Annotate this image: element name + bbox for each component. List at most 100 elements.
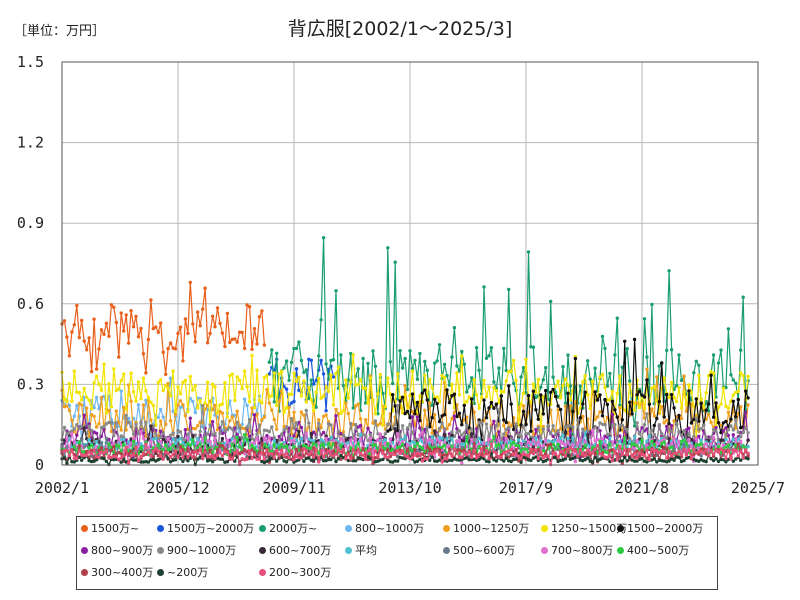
data-point <box>173 347 178 351</box>
data-point <box>139 445 143 450</box>
data-point <box>183 317 188 321</box>
x-tick-label: 2025/7 <box>731 479 785 497</box>
data-point <box>154 436 158 440</box>
data-point <box>430 386 434 390</box>
data-point <box>477 457 481 462</box>
data-point <box>183 428 188 432</box>
data-point <box>255 342 259 346</box>
data-point <box>677 430 681 434</box>
legend-label: 1250~1500万 <box>551 522 628 535</box>
data-point <box>292 457 296 462</box>
data-point <box>371 457 375 462</box>
data-point <box>233 459 237 463</box>
data-point <box>563 401 568 405</box>
data-point <box>460 354 464 358</box>
data-point <box>487 385 491 389</box>
data-point <box>415 377 420 381</box>
data-point <box>655 416 659 421</box>
data-point <box>689 437 694 442</box>
data-point <box>524 357 528 362</box>
data-point <box>403 411 407 416</box>
data-point <box>356 425 360 429</box>
data-point <box>250 456 254 461</box>
data-point <box>297 445 301 449</box>
data-point <box>731 459 735 463</box>
legend-label: 600~700万 <box>269 544 332 557</box>
data-point <box>472 378 476 382</box>
data-point <box>270 394 274 398</box>
data-point <box>581 427 585 431</box>
data-point <box>196 457 200 461</box>
data-point <box>284 444 289 448</box>
data-point <box>452 414 457 418</box>
data-point <box>697 419 701 423</box>
data-point <box>709 370 713 374</box>
data-point <box>541 378 545 382</box>
data-point <box>625 459 629 463</box>
data-point <box>423 427 427 432</box>
data-point <box>425 425 429 429</box>
data-point <box>82 339 86 343</box>
data-point <box>519 460 523 464</box>
data-point <box>625 453 629 457</box>
data-point <box>694 416 698 420</box>
data-point <box>151 326 155 331</box>
data-point <box>672 436 676 440</box>
data-point <box>593 455 597 460</box>
data-point <box>272 436 276 440</box>
data-point <box>497 366 501 370</box>
data-point <box>578 406 582 410</box>
data-point <box>218 321 222 325</box>
data-point <box>233 438 237 443</box>
data-point <box>181 459 185 464</box>
data-point <box>739 405 743 409</box>
data-point <box>331 375 336 379</box>
data-point <box>600 372 605 377</box>
data-point <box>731 437 735 441</box>
data-point <box>470 437 474 442</box>
data-point <box>191 399 195 404</box>
data-point <box>62 425 67 430</box>
data-point <box>139 326 143 331</box>
data-point <box>726 440 731 444</box>
data-point <box>613 353 617 357</box>
data-point <box>284 406 289 410</box>
data-point <box>346 411 350 416</box>
data-point <box>608 397 612 402</box>
data-point <box>704 447 708 452</box>
data-point <box>435 449 439 453</box>
data-point <box>423 388 427 392</box>
data-point <box>660 431 664 436</box>
data-point <box>183 455 188 459</box>
data-point <box>210 454 215 458</box>
data-point <box>598 393 602 397</box>
data-point <box>465 452 469 457</box>
data-point <box>233 451 237 455</box>
data-point <box>583 390 587 394</box>
data-point <box>687 426 691 430</box>
data-point <box>679 406 684 410</box>
data-point <box>304 431 308 435</box>
data-point <box>238 426 242 430</box>
data-point <box>94 367 99 371</box>
data-point <box>561 384 565 388</box>
data-point <box>460 455 464 460</box>
data-point <box>714 401 718 405</box>
data-point <box>144 371 148 375</box>
data-point <box>94 431 99 435</box>
data-point <box>544 459 548 463</box>
legend-item: 700~800万 <box>541 544 613 558</box>
data-point <box>711 458 716 463</box>
data-point <box>235 449 239 453</box>
data-point <box>655 460 659 464</box>
data-point <box>188 374 192 379</box>
data-point <box>642 406 647 411</box>
data-point <box>309 398 313 402</box>
data-point <box>682 447 686 451</box>
data-point <box>746 396 750 400</box>
data-point <box>282 385 286 389</box>
legend-item: 1250~1500万 <box>541 522 627 536</box>
data-point <box>245 403 249 408</box>
data-point <box>608 432 612 436</box>
data-point <box>230 448 234 453</box>
